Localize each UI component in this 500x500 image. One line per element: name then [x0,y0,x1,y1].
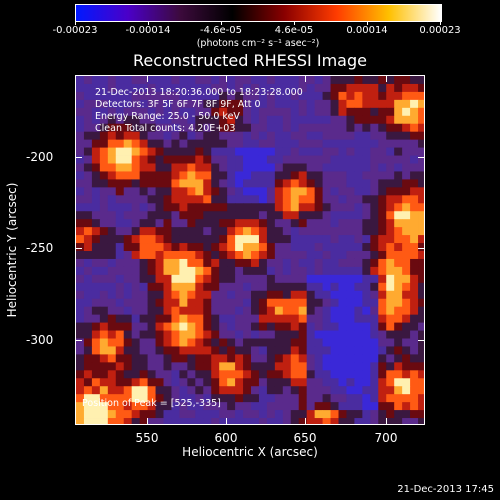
annotation-time-range: 21-Dec-2013 18:20:36.000 to 18:23:28.000 [95,87,303,98]
x-tick-label: 700 [374,431,398,445]
y-tick-mark [418,340,424,341]
x-tick-mark [147,76,148,82]
y-tick-label: -250 [26,241,54,255]
colorbar-units-label: (photons cm⁻² s⁻¹ asec⁻²) [196,38,320,49]
rhessi-image-plot[interactable] [75,75,425,425]
colorbar-tick [74,21,76,25]
y-tick-label: -300 [26,333,54,347]
footer-timestamp: 21-Dec-2013 17:45 [397,484,494,495]
colorbar-tick [147,21,149,25]
x-tick-mark [305,76,306,82]
y-axis-label: Heliocentric Y (arcsec) [5,182,19,318]
colorbar-tick-label: 4.6e-05 [274,25,314,36]
colorbar-tick-label: -0.00023 [52,25,98,36]
colorbar-tick [220,21,222,25]
x-axis-label: Heliocentric X (arcsec) [182,445,318,459]
x-tick-mark [386,418,387,424]
x-tick-mark [147,418,148,424]
heatmap-canvas [76,76,424,424]
x-tick-mark [305,418,306,424]
colorbar-tick [293,21,295,25]
y-tick-label: -200 [26,150,54,164]
colorbar-tick-label: -0.00014 [125,25,171,36]
y-tick-mark [76,340,82,341]
colorbar [75,4,442,22]
image-title: Reconstructed RHESSI Image [133,51,367,70]
y-tick-mark [76,157,82,158]
colorbar-tick [366,21,368,25]
x-tick-label: 650 [293,431,317,445]
y-tick-mark [418,248,424,249]
x-tick-mark [226,76,227,82]
y-tick-mark [418,157,424,158]
x-tick-mark [226,418,227,424]
colorbar-tick-label: 0.00014 [346,25,388,36]
peak-position-label: Position of Peak = [525,-335] [82,398,221,409]
y-tick-mark [76,248,82,249]
annotation-detectors: Detectors: 3F 5F 6F 7F 8F 9F, Att 0 [95,99,261,110]
annotation-clean-counts: Clean Total counts: 4.20E+03 [95,123,236,134]
annotation-energy-range: Energy Range: 25.0 - 50.0 keV [95,111,240,122]
colorbar-tick-label: -4.6e-05 [200,25,242,36]
x-tick-mark [386,76,387,82]
colorbar-tick-label: 0.00023 [419,25,461,36]
x-tick-label: 600 [214,431,238,445]
x-tick-label: 550 [135,431,159,445]
colorbar-tick [439,21,441,25]
